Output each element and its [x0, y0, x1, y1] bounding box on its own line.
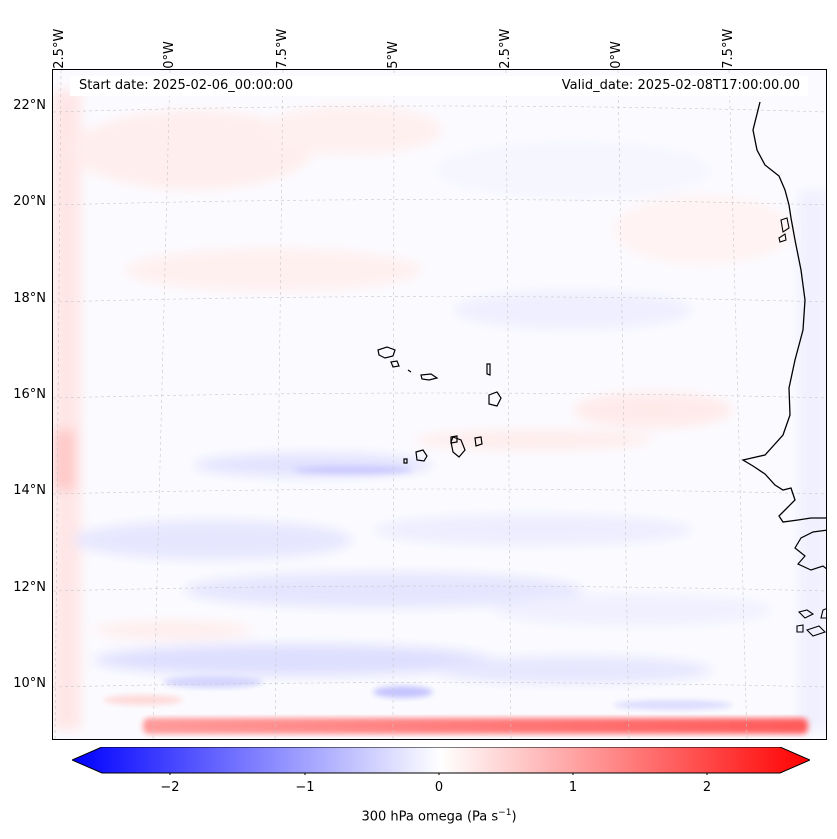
map-panel[interactable]	[52, 69, 827, 740]
colorbar-tick-0: 0	[434, 780, 444, 795]
date-info-bar	[70, 76, 808, 96]
colorbar-title-exp: −1	[498, 808, 512, 818]
start-date-label: Start date: 2025-02-06_00:00:00	[79, 78, 294, 93]
africa-coastline-south	[794, 529, 826, 571]
bottom-red-band	[143, 718, 808, 734]
cape-verde-islands	[377, 346, 502, 464]
valid-date-label: Valid_date: 2025-02-08T17:00:00.00	[561, 78, 800, 93]
omega-streaks	[103, 466, 733, 710]
omega-field-map	[53, 70, 826, 739]
colorbar-tick-neg2: −2	[160, 780, 180, 795]
lat-label-18n: 18°N	[13, 291, 46, 306]
omega-shading	[53, 70, 826, 739]
lat-label-20n: 20°N	[13, 194, 46, 209]
colorbar-body	[70, 746, 812, 774]
lat-label-10n: 10°N	[13, 676, 46, 691]
colorbar-tick-2: 2	[702, 780, 712, 795]
colorbar-tick-1: 1	[568, 780, 578, 795]
africa-coastline	[741, 101, 826, 523]
lat-label-14n: 14°N	[13, 483, 46, 498]
lat-label-22n: 22°N	[13, 98, 46, 113]
colorbar-title-suffix: )	[511, 809, 517, 825]
lat-label-12n: 12°N	[13, 580, 46, 595]
gridlines	[53, 70, 826, 739]
colorbar-tick-neg1: −1	[295, 780, 315, 795]
colorbar-graphic	[70, 746, 812, 778]
coastline-islands	[778, 217, 826, 637]
colorbar-title: 300 hPa omega (Pa s−1)	[361, 808, 516, 824]
colorbar	[70, 746, 812, 779]
lat-label-16n: 16°N	[13, 387, 46, 402]
colorbar-title-prefix: 300 hPa omega (Pa s	[361, 809, 499, 825]
